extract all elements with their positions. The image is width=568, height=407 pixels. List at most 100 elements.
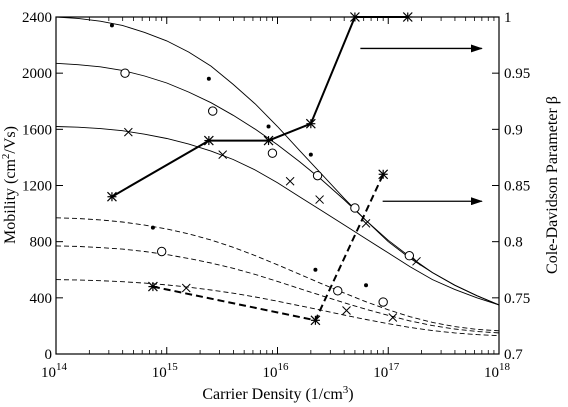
data-point-asterisk [203,135,214,146]
data-point-circle [333,286,343,296]
data-point-circle [378,297,388,307]
circle-marker [267,148,278,158]
x-tick-label: 1016 [263,361,290,381]
circle-marker [404,251,415,261]
x-marker-stroke [181,283,191,293]
y-left-tick-label: 0 [45,347,53,363]
fit-curve [55,62,500,306]
tick-layer: 1014 1015 1016 1017 1018 0 400 800 1200 1600 2000 2… [22,10,530,381]
data-point-x [181,283,191,293]
y-right-tick-label: 0.95 [504,66,530,82]
data-point-asterisk [310,315,321,326]
series-4 [120,68,415,261]
series-8 [55,279,500,337]
series-13 [147,169,389,326]
plot-frame [55,16,500,355]
y-left-tick-label: 800 [30,235,53,251]
circle-marker [156,246,167,257]
data-point-x [388,313,398,322]
x-marker-stroke [342,306,351,315]
x-marker-stroke [361,219,371,228]
y-left-axis-title-sup: 2 [0,154,12,160]
data-point-asterisk [378,169,389,180]
circle-marker [120,68,130,78]
series-5 [123,127,421,266]
series-10 [156,246,388,307]
data-point-dot [266,124,271,129]
data-point-circle [267,148,278,158]
x-tick-label: 1017 [373,361,400,381]
data-point-dot [313,267,318,272]
y-left-tick-label: 2000 [22,66,52,82]
data-point-x [315,195,324,204]
x-marker-stroke [218,150,228,159]
data-point-circle [350,203,360,213]
series-9 [150,225,369,288]
dot-marker [150,225,155,230]
data-point-dot [364,283,369,288]
series-layer [55,12,500,337]
data-point-x [218,150,228,159]
data-point-dot [206,76,211,81]
series-2 [55,126,500,306]
data-point-circle [120,68,130,78]
data-point-asterisk [107,191,117,202]
data-point-x [123,127,133,137]
x-tick-label: 1015 [152,361,179,381]
y-right-tick-label: 1 [504,10,512,26]
dot-marker [109,23,114,28]
x-marker-stroke [412,256,421,266]
y-right-tick-label: 0.9 [504,122,523,138]
y-left-tick-label: 1200 [22,179,52,195]
annotation-layer [360,44,483,206]
series-11 [181,283,398,322]
y-right-tick-label: 0.8 [504,235,523,251]
fit-curve [55,279,500,337]
data-point-circle [404,251,415,261]
data-point-x [342,306,351,315]
dot-marker [206,76,211,81]
y-left-tick-label: 2400 [22,10,52,26]
data-point-dot [308,152,313,157]
data-point-circle [156,246,167,257]
dot-marker [308,152,313,157]
y-left-tick-label: 400 [30,291,53,307]
x-axis-title: Carrier Density (1/cm3) [202,384,353,403]
series-1 [55,62,500,306]
x-marker-stroke [123,127,133,137]
y-right-axis-title: Cole-Davidson Parameter β [544,96,561,274]
x-marker-stroke [315,195,324,204]
series-7 [55,245,500,334]
circle-marker [208,106,218,116]
data-point-x [361,219,371,228]
fit-curve [55,245,500,334]
x-marker-stroke [285,176,295,186]
x-tick-label: 1014 [41,361,68,381]
circle-marker [350,203,360,213]
y-right-tick-label: 0.85 [504,179,530,195]
circle-marker [312,170,323,181]
fit-curve [55,126,500,306]
fit-curve [55,217,500,332]
data-point-dot [150,225,155,230]
data-point-x [285,176,295,186]
data-point-asterisk [305,118,316,129]
data-point-asterisk [263,135,274,146]
y-right-tick-label: 0.75 [504,291,530,307]
dot-marker [364,283,369,288]
y-right-tick-label: 0.7 [504,347,523,363]
beta-line [152,173,385,322]
x-tick-label: 1018 [484,361,511,381]
circle-marker [333,286,343,296]
data-point-circle [208,106,218,116]
x-axis-title-sup: 3 [343,384,349,396]
dot-marker [266,124,271,129]
data-point-asterisk [147,281,158,292]
y-left-tick-label: 1600 [22,122,52,138]
data-point-x [412,256,421,266]
dot-marker [313,267,318,272]
data-point-dot [109,23,114,28]
fit-curve [55,16,500,306]
series-6 [55,217,500,332]
